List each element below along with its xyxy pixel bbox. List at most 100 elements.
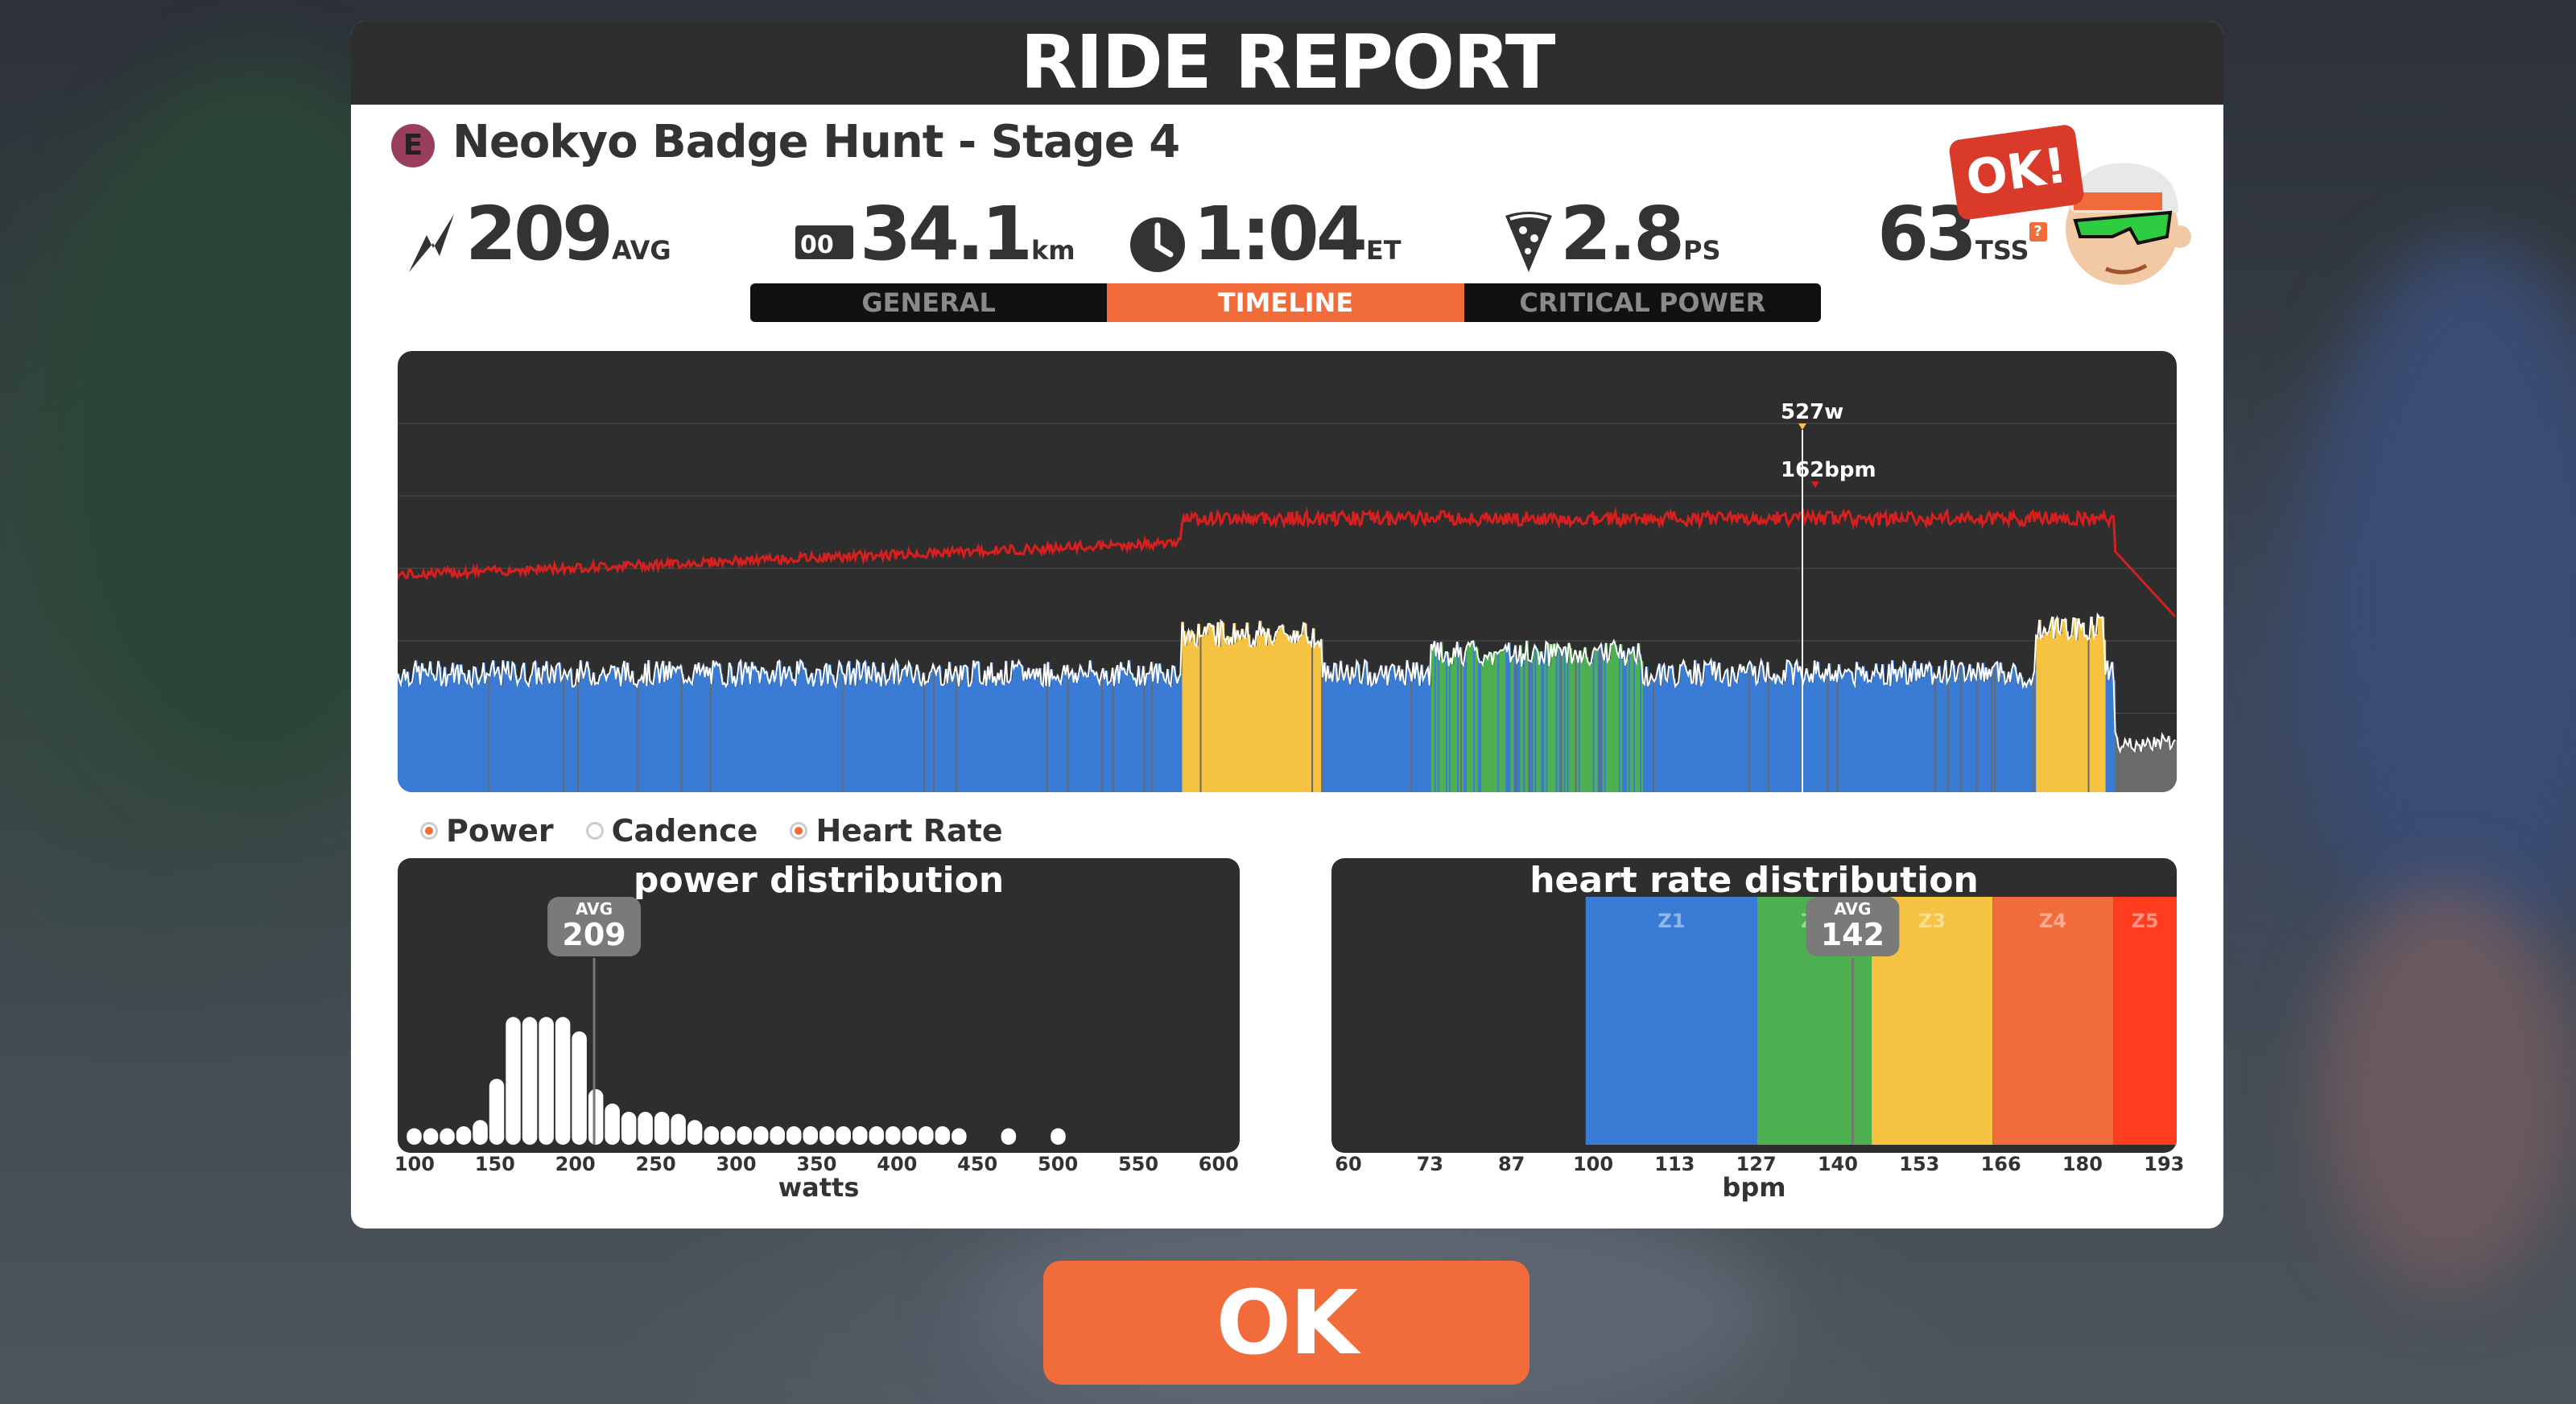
odometer-digits: 00 (800, 231, 834, 259)
distribution-bar (407, 1128, 422, 1145)
distribution-bar (869, 1126, 885, 1145)
timeline-legend: Power Cadence Heart Rate (420, 813, 1003, 849)
x-tick-label: 87 (1497, 1153, 1525, 1175)
tss-unit: TSS (1975, 235, 2029, 266)
avg-marker-value: 142 (1821, 917, 1885, 952)
legend-heart-rate[interactable]: Heart Rate (790, 813, 1003, 849)
distribution-bar (423, 1128, 439, 1145)
x-tick-label: 600 (1198, 1153, 1239, 1175)
distribution-bar (704, 1126, 719, 1145)
distribution-bar (638, 1112, 653, 1145)
distribution-bar (539, 1017, 554, 1145)
x-tick-label: 500 (1038, 1153, 1079, 1175)
power-toggle[interactable] (420, 822, 438, 840)
legend-heart-rate-label: Heart Rate (815, 813, 1003, 849)
header-bar: RIDE REPORT (351, 21, 2223, 105)
zone-label-z5: Z5 (2131, 910, 2158, 932)
heart-rate-distribution-chart: heart rate distribution Z1Z2Z3Z4Z5AVG142 (1331, 858, 2177, 1153)
power-axis-ticks: 100 150 200 250 300 350 400 450 500 550 600 (394, 1153, 1240, 1177)
x-tick-label: 450 (957, 1153, 998, 1175)
tab-general[interactable]: GENERAL (861, 287, 996, 318)
zone-band-z1 (1585, 897, 1757, 1145)
distribution-bar (720, 1126, 736, 1145)
x-tick-label: 100 (1572, 1153, 1614, 1175)
avg-power-stat: 209AVG (404, 190, 671, 279)
x-tick-label: 350 (796, 1153, 837, 1175)
zone-label-z3: Z3 (1918, 910, 1946, 932)
legend-power[interactable]: Power (420, 813, 554, 849)
distribution-bar (654, 1112, 670, 1145)
cadence-toggle[interactable] (585, 822, 604, 840)
report-tabs: GENERAL TIMELINE CRITICAL POWER (750, 283, 1821, 322)
legend-cadence[interactable]: Cadence (585, 813, 758, 849)
avg-power-unit: AVG (612, 235, 671, 266)
heart-rate-toggle[interactable] (790, 822, 808, 840)
heart-rate-axis-label: bpm (1722, 1172, 1786, 1203)
pizza-unit: PS (1682, 235, 1721, 266)
distribution-bar (572, 1031, 587, 1145)
avg-marker-label: AVG (576, 899, 613, 919)
elapsed-time-value: 1:04 (1193, 191, 1368, 277)
distribution-bar (621, 1112, 637, 1145)
distribution-bar (671, 1113, 686, 1145)
power-line (398, 612, 2176, 754)
distribution-bar (819, 1126, 835, 1145)
x-tick-label: 550 (1117, 1153, 1159, 1175)
distribution-bar (440, 1128, 455, 1145)
legend-cadence-label: Cadence (611, 813, 758, 849)
distribution-bar (836, 1126, 851, 1145)
ride-report-panel: RIDE REPORT E Neokyo Badge Hunt - Stage … (351, 21, 2223, 1228)
distribution-bar (522, 1017, 538, 1145)
distance-value: 34.1 (860, 191, 1033, 277)
x-tick-label: 153 (1899, 1153, 1940, 1175)
heart-rate-line (398, 506, 2177, 617)
event-title: Neokyo Badge Hunt - Stage 4 (452, 116, 1180, 168)
timeline-chart[interactable]: 527w 162bpm (398, 351, 2177, 792)
distribution-bar (919, 1126, 934, 1145)
x-tick-label: 250 (635, 1153, 676, 1175)
odometer-icon: 00 (794, 211, 855, 279)
distribution-bar (770, 1126, 785, 1145)
distribution-bar (489, 1079, 505, 1145)
power-distribution-chart: power distribution AVG 209 (398, 858, 1240, 1153)
pizza-value: 2.8 (1560, 191, 1685, 277)
heart-rate-axis-ticks: 60 73 87 100 113 127 140 153 166 180 193 (1331, 1153, 2184, 1177)
distribution-bar (456, 1126, 472, 1145)
clock-icon (1127, 211, 1188, 279)
x-tick-label: 100 (394, 1153, 435, 1175)
tab-critical-power[interactable]: CRITICAL POWER (1519, 287, 1766, 318)
distribution-bar (605, 1103, 620, 1145)
ok-button[interactable]: OK (1043, 1261, 1530, 1385)
tab-timeline[interactable]: TIMELINE (1107, 283, 1464, 322)
distribution-bar (952, 1128, 967, 1145)
x-tick-label: 193 (2144, 1153, 2185, 1175)
zone-band-z5 (2113, 897, 2177, 1145)
avg-marker-value: 209 (562, 917, 625, 952)
distribution-bar (803, 1126, 818, 1145)
pizza-stat: 2.8PS (1502, 190, 1720, 279)
distribution-bar (1001, 1128, 1017, 1145)
x-tick-label: 180 (2062, 1153, 2103, 1175)
distribution-bar (473, 1120, 488, 1145)
zone-label-z4: Z4 (2039, 910, 2066, 932)
avg-marker-label: AVG (1834, 899, 1871, 919)
distribution-bar (588, 1088, 604, 1145)
avg-power-value: 209 (465, 191, 613, 277)
distribution-bar (886, 1126, 901, 1145)
distribution-bar (737, 1126, 752, 1145)
heart-rate-distribution-title: heart rate distribution (1530, 860, 1979, 901)
tss-help-icon[interactable]: ? (2029, 222, 2047, 242)
x-tick-label: 150 (474, 1153, 515, 1175)
legend-power-label: Power (446, 813, 554, 849)
elapsed-time-unit: ET (1365, 235, 1402, 266)
avg-marker-badge (547, 897, 642, 956)
pizza-slice-icon (1502, 208, 1555, 279)
distance-stat: 00 34.1km (794, 190, 1075, 279)
elapsed-time-stat: 1:04ET (1127, 190, 1402, 279)
peak-hr-marker: 162bpm (1781, 458, 1876, 488)
x-tick-label: 127 (1736, 1153, 1777, 1175)
distribution-bar (935, 1126, 951, 1145)
peak-power-marker: 527w (1781, 400, 1843, 792)
distribution-bar (1051, 1128, 1066, 1145)
x-tick-label: 166 (1980, 1153, 2021, 1175)
